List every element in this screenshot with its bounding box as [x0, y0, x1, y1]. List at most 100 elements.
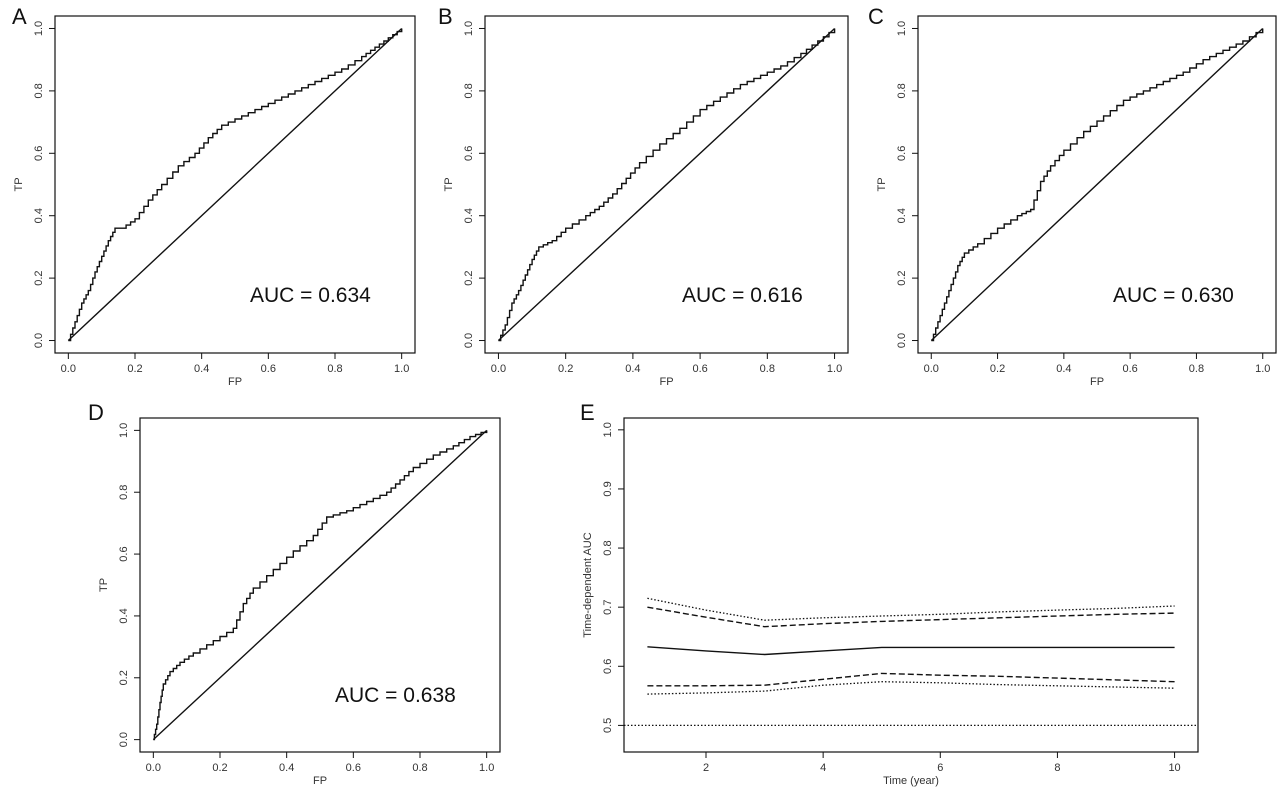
x-tick-label: 0.2 — [127, 363, 142, 375]
x-tick-label: 1.0 — [1255, 363, 1270, 375]
x-tick-label: 0.4 — [625, 363, 640, 375]
auc-annotation: AUC = 0.616 — [682, 284, 803, 307]
x-tick-label: 0.6 — [692, 363, 707, 375]
x-tick-label: 0.6 — [261, 363, 276, 375]
y-tick-label: 1.0 — [118, 423, 130, 438]
auc-annotation: AUC = 0.634 — [250, 284, 371, 307]
x-tick-label: 10 — [1168, 762, 1180, 774]
y-tick-label: 0.6 — [463, 146, 475, 161]
y-axis-label: TP — [443, 177, 455, 191]
plot-frame — [917, 15, 1277, 354]
y-tick-label: 0.8 — [118, 485, 130, 500]
x-axis-label: FP — [228, 376, 242, 388]
plot-frame — [484, 15, 849, 354]
x-tick-label: 0.2 — [990, 363, 1005, 375]
auc-annotation: AUC = 0.638 — [335, 684, 456, 707]
y-tick-label: 1.0 — [602, 422, 614, 437]
x-tick-label: 0.4 — [279, 762, 294, 774]
y-tick-label: 0.4 — [896, 208, 908, 223]
series-line-1 — [647, 597, 1175, 621]
panel-d: D 0.0 0.2 0.4 0.6 0.8 1.0 0.0 0.2 0.4 0.6 0.8 1.0 FP T… — [88, 400, 501, 787]
series-line-1 — [931, 28, 1264, 342]
y-tick-label: 0.0 — [463, 333, 475, 348]
x-axis-label: FP — [659, 376, 673, 388]
y-tick-label: 0.0 — [118, 732, 130, 747]
y-tick-label: 0.0 — [896, 333, 908, 348]
x-tick-label: 0.0 — [491, 363, 506, 375]
y-tick-label: 0.8 — [463, 83, 475, 98]
y-axis-label: TP — [13, 177, 25, 191]
panel-letter: A — [12, 4, 27, 29]
y-tick-label: 0.2 — [896, 270, 908, 285]
y-tick-label: 0.8 — [602, 540, 614, 555]
y-tick-label: 0.6 — [896, 146, 908, 161]
x-tick-label: 0.8 — [327, 363, 342, 375]
y-axis-label: TP — [98, 578, 110, 592]
x-tick-label: 0.6 — [1122, 363, 1137, 375]
y-tick-label: 0.6 — [33, 146, 45, 161]
y-tick-label: 1.0 — [896, 21, 908, 36]
series-line-1 — [498, 28, 836, 342]
x-tick-label: 6 — [937, 762, 943, 774]
panel-c: C 0.0 0.2 0.4 0.6 0.8 1.0 0.0 0.2 0.4 0.6 0.8 1.0 FP T… — [868, 4, 1277, 388]
reference-line — [67, 27, 403, 342]
y-tick-label: 0.2 — [33, 270, 45, 285]
x-tick-label: 1.0 — [827, 363, 842, 375]
x-tick-label: 8 — [1054, 762, 1060, 774]
y-axis-label: TP — [876, 177, 888, 191]
x-tick-label: 0.2 — [558, 363, 573, 375]
y-tick-label: 1.0 — [33, 21, 45, 36]
series-line-4 — [647, 672, 1175, 687]
x-tick-label: 0.4 — [194, 363, 209, 375]
x-tick-label: 0.8 — [760, 363, 775, 375]
y-tick-label: 0.7 — [602, 600, 614, 615]
series-line-1 — [68, 28, 403, 342]
y-tick-label: 0.6 — [602, 659, 614, 674]
x-tick-label: 0.0 — [924, 363, 939, 375]
x-axis-label: Time (year) — [883, 775, 939, 787]
y-tick-label: 0.4 — [118, 608, 130, 623]
panel-e: E 2 4 6 8 10 0.5 0.6 0.7 0.8 0.9 1.0 Time (year) Time… — [580, 400, 1199, 787]
x-tick-label: 0.2 — [212, 762, 227, 774]
reference-line — [497, 27, 836, 342]
x-axis-label: FP — [313, 775, 327, 787]
y-tick-label: 0.8 — [33, 83, 45, 98]
y-tick-label: 0.6 — [118, 546, 130, 561]
y-tick-label: 0.2 — [118, 670, 130, 685]
x-tick-label: 4 — [820, 762, 826, 774]
y-tick-label: 0.2 — [463, 270, 475, 285]
x-tick-label: 0.8 — [412, 762, 427, 774]
panel-letter: E — [580, 400, 595, 425]
panel-letter: D — [88, 400, 104, 425]
x-tick-label: 0.6 — [346, 762, 361, 774]
panel-letter: C — [868, 4, 884, 29]
y-axis-label: Time-dependent AUC — [582, 532, 594, 637]
x-tick-label: 2 — [703, 762, 709, 774]
reference-line — [930, 27, 1264, 342]
series-line-3 — [647, 646, 1175, 656]
x-tick-label: 1.0 — [479, 762, 494, 774]
series-line-1 — [153, 430, 488, 741]
x-tick-label: 1.0 — [394, 363, 409, 375]
panel-b: B 0.0 0.2 0.4 0.6 0.8 1.0 0.0 0.2 0.4 0.6 0.8 1.0 FP T… — [438, 4, 849, 388]
y-tick-label: 0.5 — [602, 718, 614, 733]
panel-letter: B — [438, 4, 453, 29]
y-tick-label: 0.4 — [463, 208, 475, 223]
x-tick-label: 0.8 — [1189, 363, 1204, 375]
y-tick-label: 0.8 — [896, 83, 908, 98]
x-tick-label: 0.0 — [61, 363, 76, 375]
y-tick-label: 0.9 — [602, 481, 614, 496]
plot-frame — [623, 417, 1199, 753]
y-tick-label: 0.0 — [33, 333, 45, 348]
x-tick-label: 0.0 — [146, 762, 161, 774]
y-tick-label: 1.0 — [463, 21, 475, 36]
reference-line — [152, 429, 488, 741]
series-line-2 — [647, 606, 1175, 628]
plot-frame — [54, 15, 416, 354]
series-line-5 — [647, 681, 1175, 695]
panel-a: A 0.0 0.2 0.4 0.6 0.8 1.0 0.0 0.2 0.4 0.6 0.8 1.0 FP T… — [12, 4, 416, 388]
x-tick-label: 0.4 — [1056, 363, 1071, 375]
auc-annotation: AUC = 0.630 — [1113, 284, 1234, 307]
y-tick-label: 0.4 — [33, 208, 45, 223]
